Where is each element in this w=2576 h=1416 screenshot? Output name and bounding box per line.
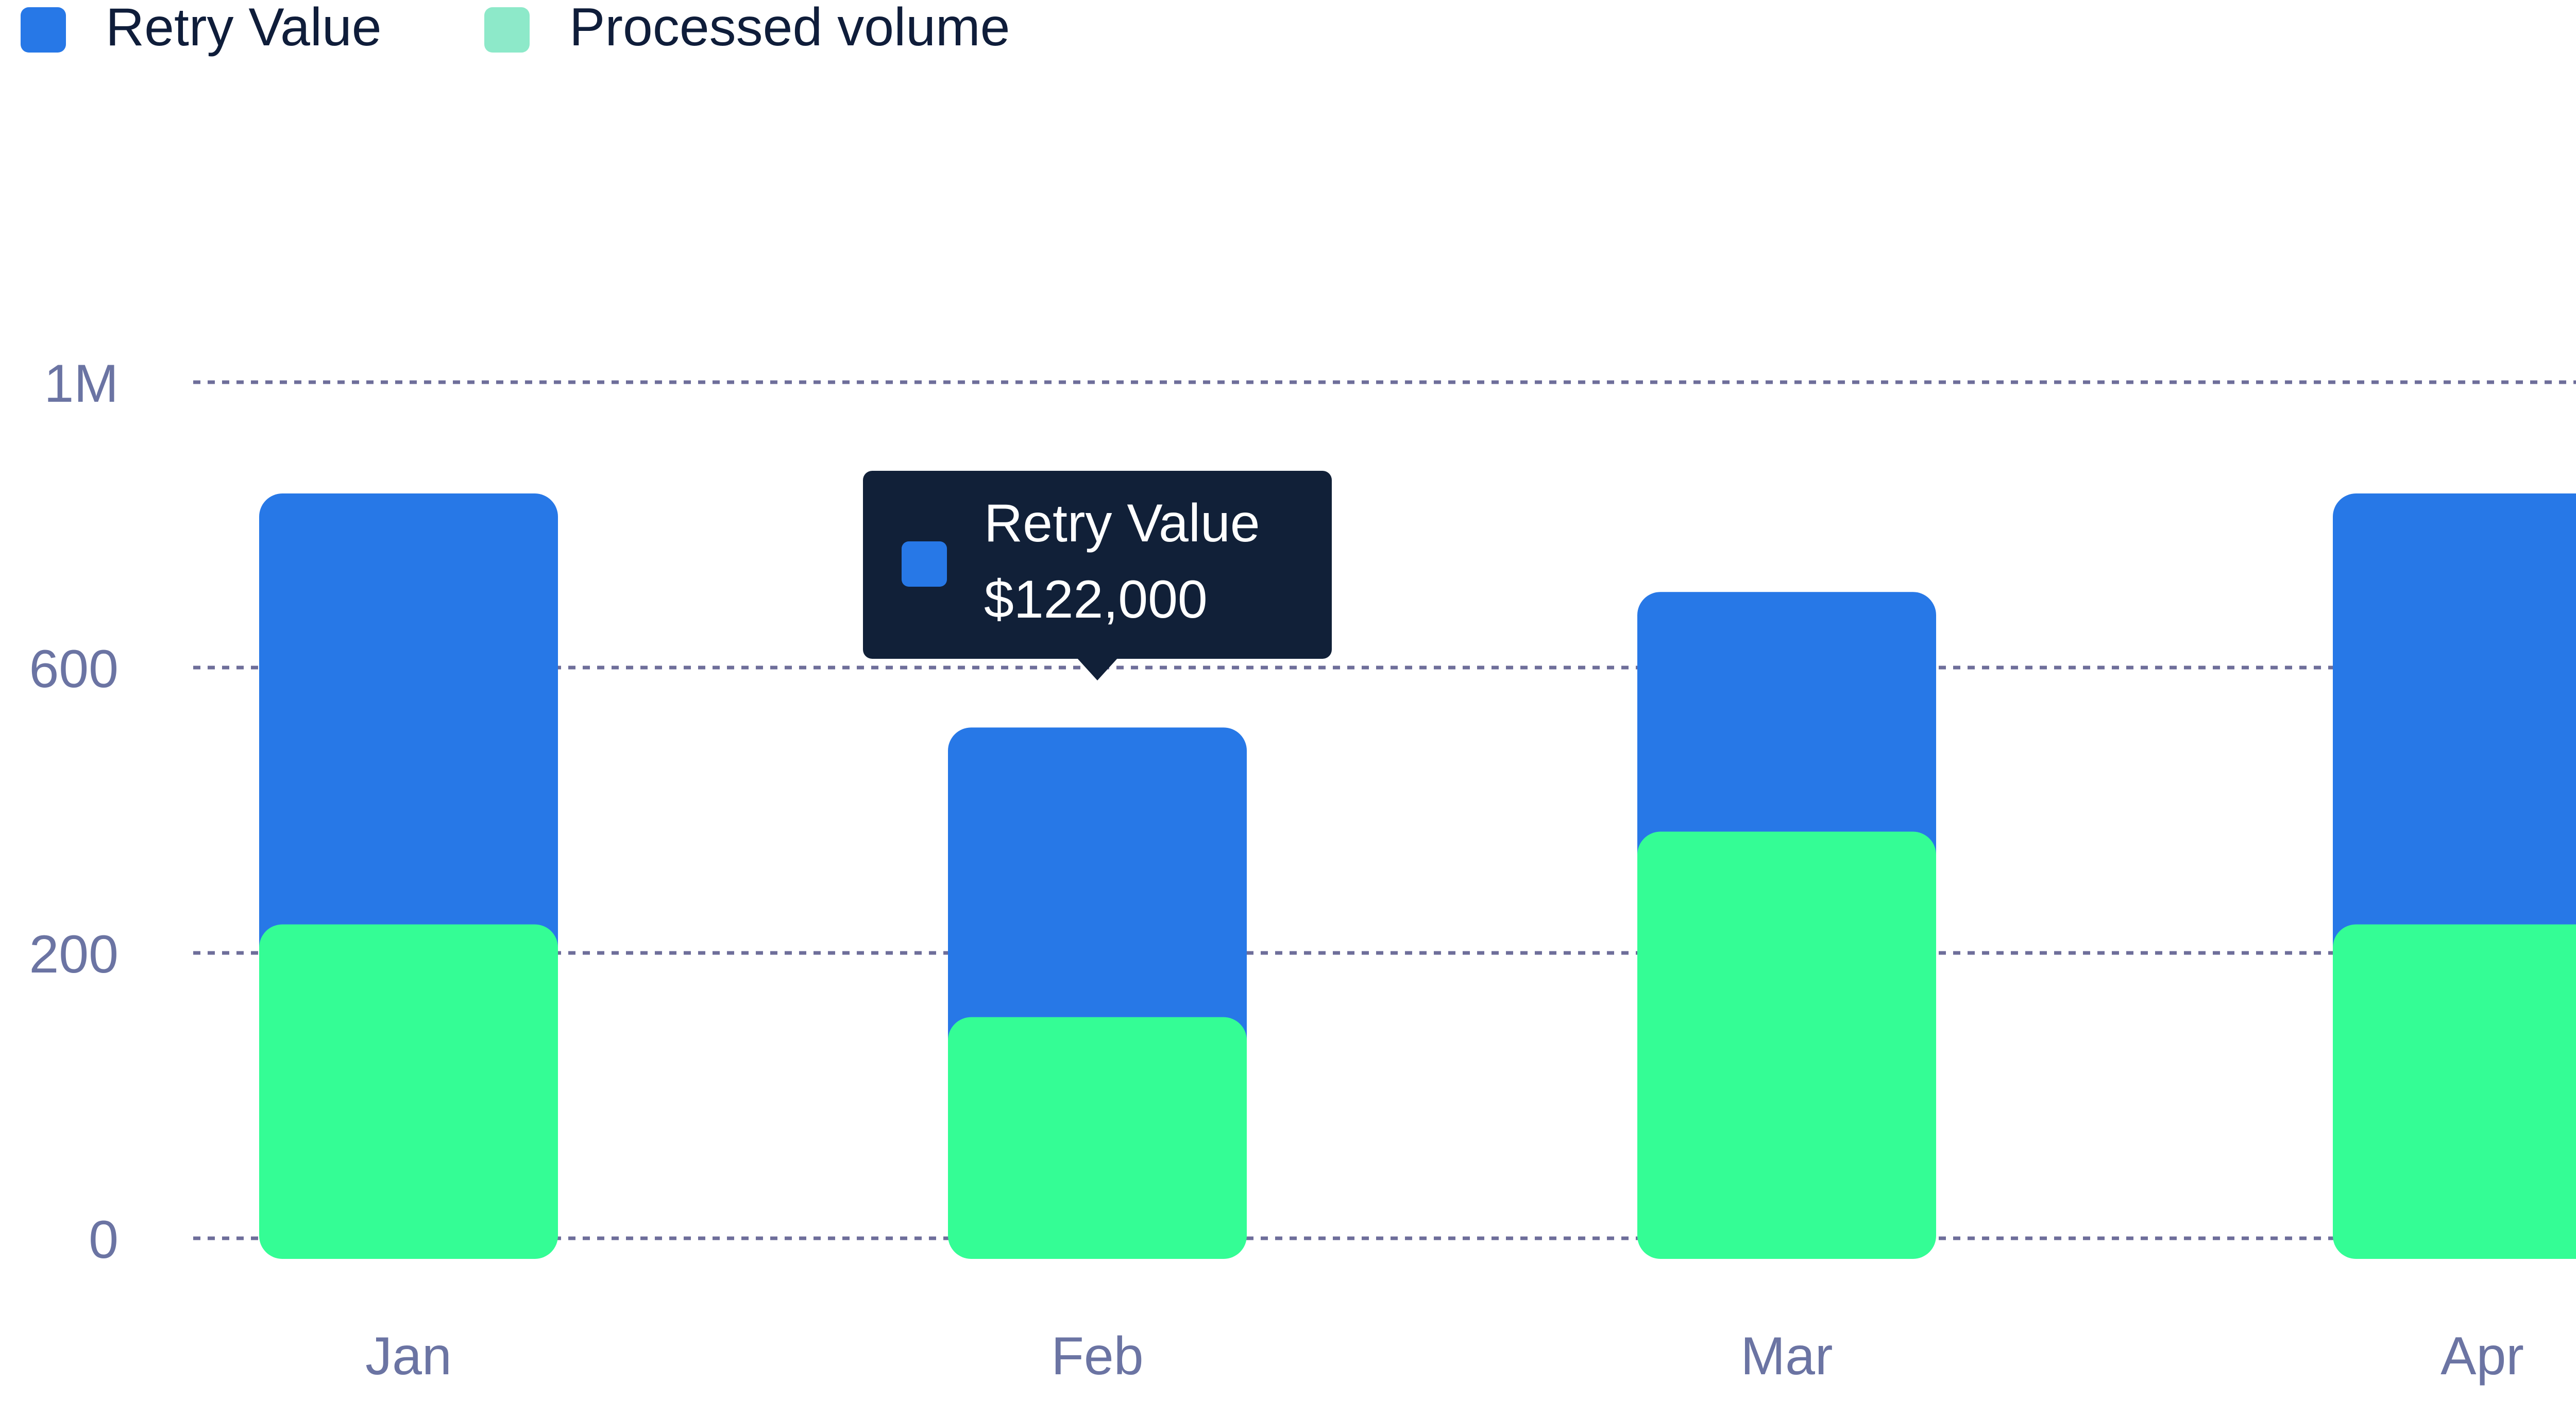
grid [193,380,2576,1240]
bar-processed-volume-apr[interactable] [2333,924,2576,1259]
legend-item-processed-volume[interactable]: Processed volume [484,0,1010,57]
bar-group-mar[interactable] [1637,592,1936,1259]
tooltip-label: Retry Value [984,493,1260,553]
tooltip-value: $122,000 [984,570,1208,629]
y-tick-label: 0 [89,1210,118,1270]
x-tick-label: Apr [2441,1326,2524,1386]
bars [259,493,2576,1259]
legend-label: Processed volume [569,0,1010,57]
bar-processed-volume-jan[interactable] [259,924,558,1259]
x-tick-label: Jan [365,1326,452,1386]
bar-group-jan[interactable] [259,493,558,1259]
x-tick-label: Feb [1051,1326,1143,1386]
legend: Retry Value Processed volume [21,0,1010,57]
legend-swatch [21,7,66,53]
x-axis: Jan Feb Mar Apr [365,1326,2524,1386]
y-tick-label: 600 [29,639,118,699]
bar-processed-volume-mar[interactable] [1637,831,1936,1259]
bar-retry-value-feb[interactable] [948,727,1247,1064]
bar-retry-value-apr[interactable] [2333,493,2576,971]
legend-item-retry-value[interactable]: Retry Value [21,0,382,57]
bar-retry-value-mar[interactable] [1637,592,1936,878]
tooltip: Retry Value $122,000 [863,471,1332,680]
legend-swatch [484,7,530,53]
tooltip-swatch [902,541,947,587]
bar-group-apr[interactable] [2333,493,2576,1259]
bar-retry-value-jan[interactable] [259,493,558,971]
legend-label: Retry Value [106,0,382,57]
tooltip-pointer [1077,658,1118,680]
bar-processed-volume-feb[interactable] [948,1017,1247,1259]
tooltip-box [863,471,1332,659]
bar-group-feb[interactable] [948,727,1247,1259]
y-tick-label: 200 [29,925,118,984]
y-axis: 0 200 600 1M [29,354,118,1270]
x-tick-label: Mar [1740,1326,1833,1386]
y-tick-label: 1M [44,354,118,414]
